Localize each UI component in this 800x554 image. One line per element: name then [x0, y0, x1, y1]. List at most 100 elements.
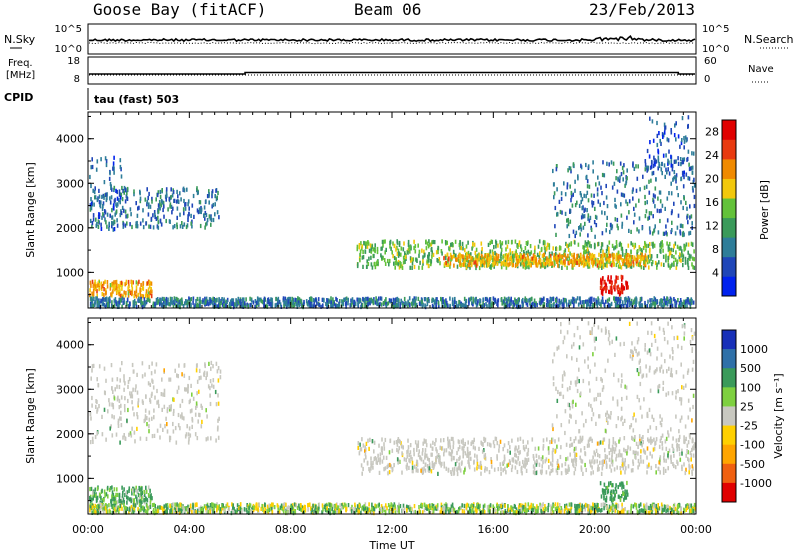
power-echo-cell	[135, 201, 137, 206]
power-echo-cell	[545, 256, 547, 261]
power-echo-cell	[599, 285, 602, 291]
power-echo-cell	[608, 279, 611, 284]
power-echo-cell	[524, 246, 527, 251]
power-echo-cell	[541, 263, 544, 268]
vel-echo-cell	[200, 424, 203, 429]
vel-echo-cell	[168, 377, 170, 382]
vel-echo-cell	[133, 500, 135, 505]
power-echo-cell	[601, 191, 603, 196]
power-echo-cell	[591, 296, 593, 301]
vel-echo-cell	[103, 366, 106, 371]
power-echo-cell	[196, 302, 199, 307]
power-echo-cell	[663, 122, 666, 127]
power-echo-cell	[131, 280, 133, 285]
power-echo-cell	[514, 263, 517, 268]
power-echo-cell	[160, 199, 163, 204]
power-echo-cell	[156, 192, 159, 198]
power-echo-cell	[521, 258, 524, 263]
power-echo-cell	[208, 189, 210, 194]
vel-echo-cell	[217, 378, 220, 383]
vel-echo-cell	[328, 508, 330, 513]
power-echo-cell	[653, 155, 655, 160]
power-echo-cell	[127, 291, 130, 296]
power-echo-cell	[524, 257, 527, 262]
power-echo-cell	[140, 282, 142, 288]
power-echo-cell	[599, 301, 601, 306]
vel-echo-cell	[353, 510, 356, 515]
power-echo-cell	[664, 125, 667, 130]
power-echo-cell	[97, 300, 99, 305]
power-echo-cell	[647, 216, 649, 221]
vel-echo-cell	[569, 508, 572, 513]
power-echo-cell	[630, 241, 632, 246]
power-echo-cell	[602, 249, 604, 254]
power-echo-cell	[113, 227, 116, 232]
power-echo-cell	[98, 212, 100, 217]
power-echo-cell	[566, 256, 568, 261]
power-echo-cell	[669, 249, 671, 254]
power-echo-cell	[403, 296, 406, 302]
power-echo-cell	[614, 197, 616, 202]
power-echo-cell	[598, 181, 601, 186]
power-echo-cell	[148, 280, 151, 285]
power-echo-cell	[495, 257, 498, 262]
vel-echo-cell	[334, 509, 337, 514]
power-echo-cell	[652, 163, 655, 169]
power-echo-cell	[428, 239, 430, 244]
power-echo-cell	[644, 159, 647, 164]
power-echo-cell	[619, 161, 622, 166]
power-echo-cell	[527, 298, 529, 303]
power-echo-cell	[682, 232, 684, 238]
vel-echo-cell	[373, 511, 375, 516]
power-echo-cell	[691, 298, 693, 304]
power-echo-cell	[673, 260, 675, 265]
vel-echo-cell	[248, 510, 250, 515]
power-echo-cell	[421, 299, 423, 304]
vel-echo-cell	[339, 503, 341, 508]
power-echo-cell	[114, 287, 116, 292]
power-echo-cell	[113, 303, 116, 308]
power-echo-cell	[574, 179, 576, 184]
power-echo-cell	[165, 187, 168, 192]
power-echo-cell	[635, 188, 638, 193]
power-echo-cell	[652, 170, 655, 176]
power-echo-cell	[405, 302, 407, 307]
power-echo-cell	[404, 251, 406, 256]
vel-echo-cell	[215, 504, 218, 509]
power-echo-cell	[436, 297, 438, 302]
power-echo-cell	[256, 296, 259, 301]
power-echo-cell	[515, 301, 517, 306]
power-echo-cell	[168, 196, 171, 201]
power-echo-cell	[455, 300, 458, 306]
power-echo-cell	[339, 299, 341, 304]
vel-echo-cell	[211, 383, 213, 388]
power-echo-cell	[148, 294, 151, 299]
power-echo-cell	[499, 240, 501, 245]
power-echo-cell	[491, 249, 494, 254]
vel-echo-cell	[144, 498, 146, 503]
vel-echo-cell	[252, 508, 255, 513]
power-echo-cell	[182, 304, 185, 309]
power-echo-cell	[367, 261, 370, 267]
power-echo-cell	[504, 302, 506, 307]
power-echo-cell	[180, 301, 182, 306]
vel-echo-cell	[130, 508, 133, 513]
vel-echo-cell	[196, 436, 199, 441]
power-echo-cell	[605, 282, 607, 287]
power-echo-cell	[564, 192, 567, 197]
power-echo-cell	[94, 195, 97, 200]
power-echo-cell	[99, 204, 102, 209]
vel-echo-cell	[128, 486, 131, 491]
vel-echo-cell	[181, 412, 183, 417]
vel-echo-cell	[131, 426, 133, 431]
power-echo-cell	[644, 214, 647, 219]
power-echo-cell	[685, 138, 688, 143]
power-echo-cell	[93, 282, 96, 287]
vel-echo-cell	[397, 504, 399, 510]
power-echo-cell	[691, 221, 693, 226]
power-echo-cell	[591, 260, 593, 265]
vel-echo-cell	[142, 505, 144, 510]
power-echo-cell	[198, 299, 201, 304]
power-echo-cell	[461, 241, 464, 246]
vel-echo-cell	[399, 504, 402, 509]
